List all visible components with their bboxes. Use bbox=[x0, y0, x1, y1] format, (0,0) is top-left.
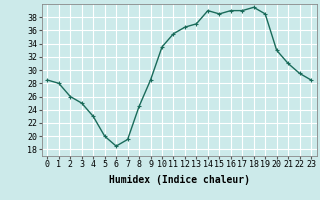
X-axis label: Humidex (Indice chaleur): Humidex (Indice chaleur) bbox=[109, 175, 250, 185]
